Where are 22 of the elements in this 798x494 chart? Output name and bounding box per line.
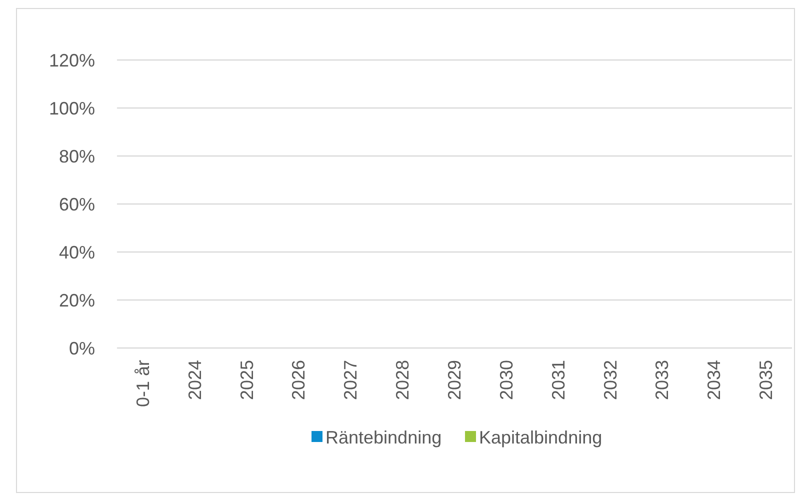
x-tick-label: 2025 xyxy=(236,360,257,400)
x-tick-label: 0-1 år xyxy=(132,360,153,408)
y-tick-label: 20% xyxy=(58,290,95,310)
y-tick-label: 100% xyxy=(48,98,95,118)
x-tick-label: 2032 xyxy=(600,360,620,400)
x-tick-label: 2033 xyxy=(652,360,672,400)
y-tick-label: 120% xyxy=(48,50,95,70)
legend-label: Kapitalbindning xyxy=(479,427,602,448)
x-tick-label: 2026 xyxy=(288,360,309,400)
x-tick-label: 2027 xyxy=(340,360,361,400)
y-tick-label: 0% xyxy=(68,338,95,358)
x-tick-label: 2029 xyxy=(444,360,464,400)
y-tick-label: 40% xyxy=(58,242,95,262)
x-tick-label: 2035 xyxy=(756,360,776,400)
y-tick-label: 60% xyxy=(58,194,95,214)
y-tick-label: 80% xyxy=(58,146,95,166)
x-tick-label: 2031 xyxy=(548,360,568,400)
x-tick-label: 2030 xyxy=(496,360,516,400)
x-tick-label: 2034 xyxy=(704,360,724,400)
x-tick-label: 2028 xyxy=(392,360,413,400)
x-tick-label: 2024 xyxy=(184,360,205,400)
legend-label: Räntebindning xyxy=(326,427,442,448)
